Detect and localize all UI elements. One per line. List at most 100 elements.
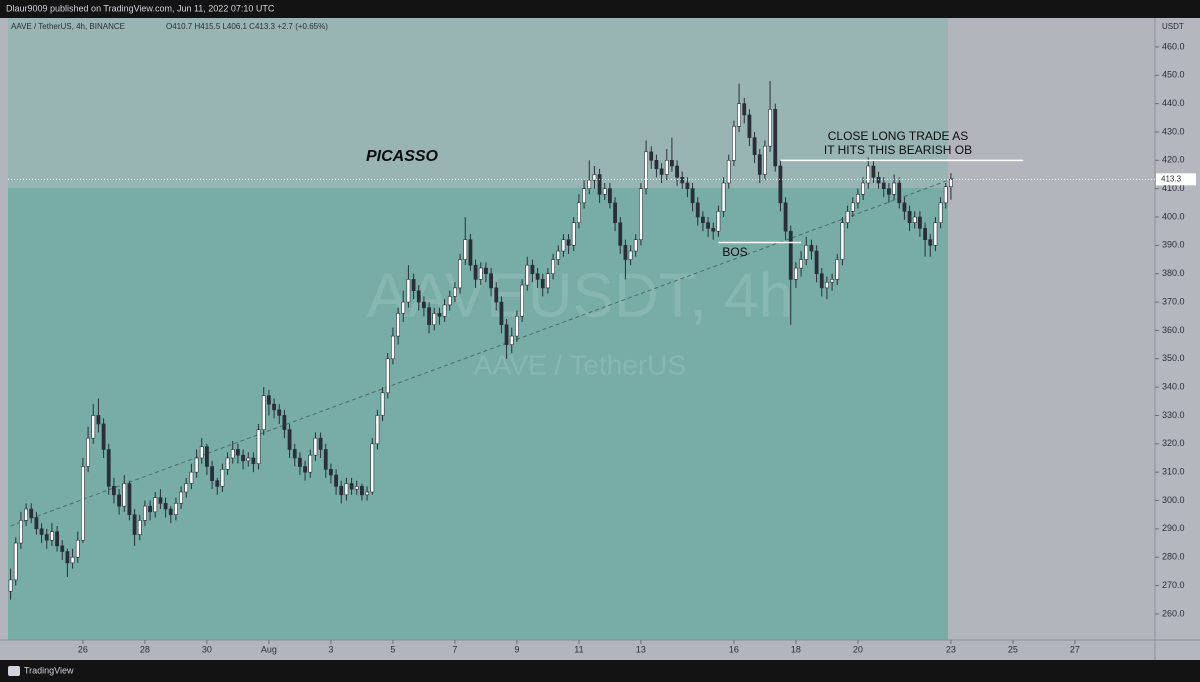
candle-body [251,457,256,464]
candle-body [850,202,855,212]
candle-body [463,239,468,260]
candle-body [788,230,793,280]
candle-body [422,301,426,309]
candle-body [530,264,535,275]
candle-body [50,531,54,541]
candle-body [618,222,623,246]
candle-body [401,301,406,314]
candle-body [199,446,204,459]
y-tick-label: 350.0 [1162,353,1185,363]
candle-body [106,449,111,487]
candle-body [34,517,39,530]
ohlc-info: O410.7 H415.5 L406.1 C413.3 +2.7 (+0.65%… [166,22,328,31]
candle-body [60,545,65,552]
candle-body [184,483,189,493]
candle-body [525,264,530,286]
bottom-bar [0,660,1200,682]
candle-body [881,182,886,189]
candle-body [861,182,865,195]
x-tick-label: 7 [452,644,457,654]
candle-body [608,188,612,204]
candle-body [272,403,276,411]
y-tick-label: 380.0 [1162,268,1185,278]
candle-body [148,505,152,513]
candle-body [633,239,638,252]
y-tick-label: 300.0 [1162,495,1185,505]
candle-body [220,469,225,487]
x-tick-label: Aug [261,644,277,654]
y-tick-label: 260.0 [1162,608,1185,618]
candle-body [871,165,876,178]
symbol-info: AAVE / TetherUS, 4h, BINANCE [11,22,125,31]
candle-body [96,415,101,425]
candle-body [649,151,654,161]
candle-body [794,267,798,280]
candle-body [685,182,690,189]
candle-body [308,454,313,473]
candle-body [205,446,209,467]
candle-body [215,480,220,487]
candle-body [344,483,349,496]
candle-body [892,182,896,195]
candle-body [504,324,509,345]
candle-body [225,457,230,470]
y-tick-label: 460.0 [1162,41,1185,51]
x-tick-label: 9 [514,644,519,654]
candle-body [825,281,829,289]
candle-body [628,250,633,260]
candle-body [768,108,772,147]
candle-body [933,222,938,246]
candle-body [230,449,235,459]
x-tick-label: 28 [140,644,150,654]
y-tick-label: 420.0 [1162,155,1185,165]
x-tick-label: 26 [78,644,88,654]
candle-body [654,160,659,170]
candle-body [39,528,44,535]
candle-body [137,520,142,535]
candle-body [701,216,705,223]
x-tick-label: 30 [202,644,212,654]
top-bar [0,0,1200,18]
candle-body [856,194,860,204]
plot: AAVEUSDT, 4h AAVE / TetherUS 260.0 270.0 280… [8,41,1196,654]
candle-body [122,483,127,507]
y-tick-label: 390.0 [1162,240,1185,250]
x-tick-label: 20 [853,644,863,654]
candle-body [168,508,173,515]
candle-body [799,259,803,269]
candle-body [540,279,545,289]
candle-body [112,486,116,496]
candle-body [236,449,240,456]
candle-body [241,454,245,462]
candle-body [365,491,369,496]
candle-body [447,296,452,306]
candle-body [174,503,178,515]
candle-body [783,202,788,232]
x-tick-label: 5 [390,644,395,654]
candle-body [458,259,462,289]
candle-body [938,202,943,223]
candle-body [246,457,251,462]
candle-body [602,188,607,195]
candle-body [577,202,581,223]
candle-body [101,423,106,450]
candle-body [546,273,550,289]
y-tick-label: 400.0 [1162,211,1185,221]
candle-body [814,250,819,275]
candle-body [675,165,679,178]
candle-body [163,503,168,510]
candle-body [509,335,514,345]
candle-body [757,154,762,175]
candle-body [535,273,540,280]
candle-body [835,259,840,280]
candle-body [597,174,602,195]
candle-body [453,287,457,297]
y-tick-label: 330.0 [1162,410,1185,420]
candle-body [659,168,664,175]
candle-body [840,222,845,260]
y-tick-label: 280.0 [1162,552,1185,562]
watermark-name: AAVE / TetherUS [474,349,686,380]
candle-body [55,531,59,547]
